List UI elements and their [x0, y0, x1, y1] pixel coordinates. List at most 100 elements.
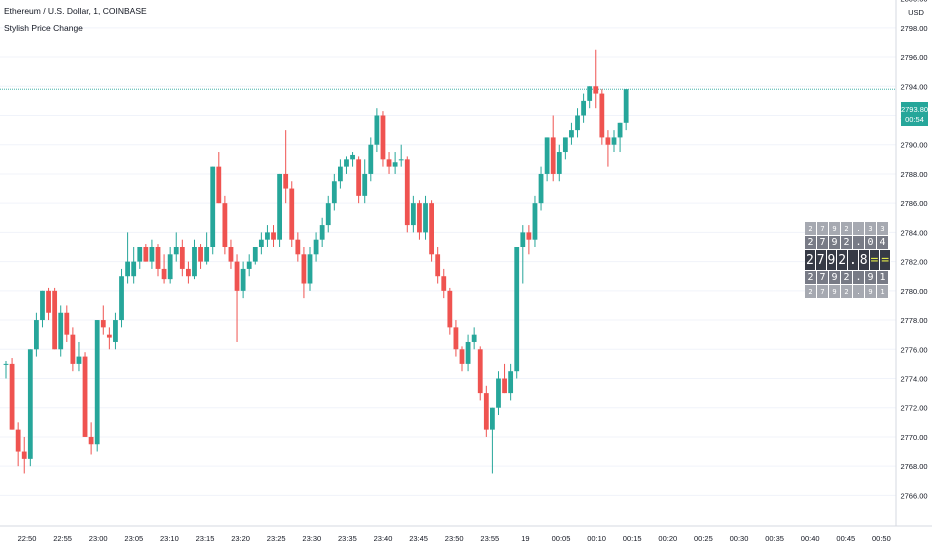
price-digit-cell: 3: [865, 222, 877, 235]
price-digit-cell: 7: [815, 250, 827, 270]
candle: [538, 166, 544, 211]
candle-body: [137, 247, 143, 262]
candle: [94, 320, 100, 452]
candle-body: [64, 312, 70, 335]
candle: [240, 261, 246, 299]
time-tick-label: 00:45: [836, 534, 855, 543]
candle-body: [125, 261, 130, 277]
indicator-name[interactable]: Stylish Price Change: [4, 23, 83, 33]
candle-body: [623, 89, 629, 123]
price-digit-cell: 2: [805, 285, 817, 298]
candle: [27, 349, 33, 467]
time-axis[interactable]: 22:50 22:55 23:00 23:05 23:10 23:15 23:20 23:25…: [18, 534, 891, 543]
price-digit-cell: 0: [865, 236, 877, 249]
candle-body: [240, 268, 246, 291]
candle: [125, 232, 130, 284]
price-tick-label: 2788.00: [900, 170, 927, 179]
candle: [599, 89, 605, 145]
candle-body: [265, 232, 270, 240]
candle-body: [338, 166, 343, 182]
candle-body: [562, 137, 568, 153]
candle: [441, 268, 447, 299]
candle: [544, 137, 550, 182]
price-digit-cell: 9: [829, 285, 841, 298]
candle: [289, 181, 295, 247]
price-change-table: 2 7 9 2. 3 3 2 7 9 2. 0 4 2 7 9 2. 8 = = 2 7 9 2. 9 1 2 7 9 2. 9 1: [805, 222, 891, 299]
candle-body: [350, 154, 355, 160]
current-price-label: 2793.80 00:54: [901, 102, 928, 126]
candle: [465, 334, 471, 372]
candle: [246, 254, 252, 277]
candle-body: [417, 203, 422, 233]
candle: [556, 144, 562, 182]
candle: [192, 239, 197, 280]
candle-body: [514, 247, 520, 372]
symbol-title[interactable]: Ethereum / U.S. Dollar, 1, COINBASE: [4, 6, 147, 16]
price-tick-label: 2778.00: [900, 316, 927, 325]
candle: [277, 173, 282, 247]
candle: [338, 159, 343, 189]
candle: [404, 156, 410, 233]
candle-body: [569, 130, 574, 138]
candle-body: [131, 261, 137, 277]
candle: [514, 247, 520, 379]
candle-body: [204, 247, 210, 262]
time-tick-label: 23:10: [160, 534, 179, 543]
candle: [100, 305, 106, 335]
candle-body: [289, 188, 295, 240]
candle: [301, 247, 307, 299]
price-axis[interactable]: 2800.002798.002796.002794.002792.002790.…: [900, 0, 927, 500]
price-digit-cell: .: [848, 250, 859, 270]
candle: [562, 137, 568, 160]
candle: [40, 290, 45, 328]
candle-body: [143, 247, 149, 262]
candle-body: [362, 173, 368, 196]
candle: [410, 195, 416, 233]
candle-body: [234, 261, 240, 291]
candle: [3, 360, 9, 379]
price-digit-cell: 2: [805, 236, 817, 249]
candle-body: [283, 173, 289, 189]
candle: [34, 312, 39, 357]
candle-body: [520, 232, 526, 247]
candle: [496, 371, 501, 416]
candle-body: [502, 378, 507, 394]
axes[interactable]: [0, 0, 932, 527]
candle: [550, 115, 556, 182]
price-digit-cell: 9: [865, 285, 877, 298]
price-tick-label: 2768.00: [900, 462, 927, 471]
candle: [76, 341, 82, 372]
candle-body: [386, 159, 392, 167]
price-digit-cell: 2: [841, 222, 853, 235]
candle-body: [76, 356, 82, 364]
candle: [21, 436, 27, 474]
price-tick-label: 2790.00: [900, 141, 927, 150]
candle-body: [404, 159, 410, 226]
time-tick-label: 23:15: [196, 534, 215, 543]
candle: [313, 232, 319, 262]
candle: [106, 327, 112, 350]
candle: [423, 195, 428, 240]
currency-label[interactable]: USD: [908, 8, 924, 17]
candle: [429, 200, 434, 262]
candle-body: [423, 203, 428, 233]
candle: [210, 166, 216, 255]
price-digit-cell: 7: [817, 285, 829, 298]
price-digit-cell: 1: [877, 271, 889, 284]
candle: [380, 111, 386, 167]
candle: [453, 320, 459, 357]
time-tick-label: 00:10: [587, 534, 606, 543]
time-tick-label: 23:55: [480, 534, 499, 543]
candle: [611, 130, 617, 153]
candle-body: [550, 137, 556, 174]
price-digit-cell: 2: [841, 271, 853, 284]
candle: [252, 247, 258, 265]
time-tick-label: 23:25: [267, 534, 286, 543]
candle-body: [27, 349, 33, 459]
candle: [386, 152, 392, 174]
candle: [575, 108, 580, 138]
candle: [417, 200, 422, 240]
candle: [9, 358, 15, 430]
